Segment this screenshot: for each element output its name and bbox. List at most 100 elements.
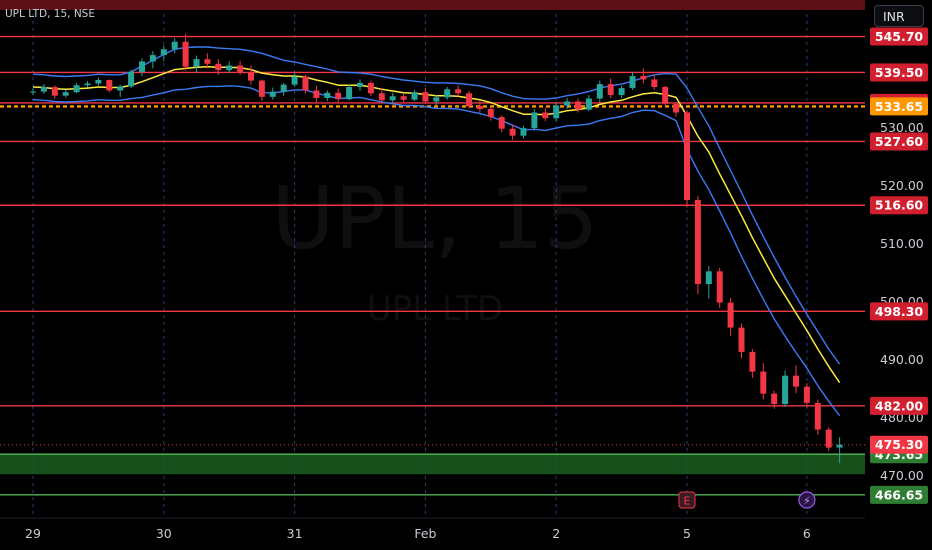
candle-body	[171, 41, 178, 50]
candle-body	[280, 84, 287, 92]
candle-body	[466, 93, 472, 107]
level-price-badge	[870, 132, 928, 151]
horizontal-levels[interactable]	[0, 35, 865, 496]
candle-body	[814, 402, 821, 430]
level-price-badge-text: 527.60	[875, 134, 924, 149]
candle-body	[291, 76, 298, 85]
candle-body	[215, 63, 222, 71]
candle-body	[629, 75, 636, 89]
candle-body	[640, 75, 647, 80]
time-axis[interactable]: 29 30 31 Feb 2 5 6	[0, 517, 932, 550]
event-marker-label: ⚡	[803, 495, 811, 508]
support-zone	[0, 0, 865, 475]
candle-body	[520, 128, 527, 136]
level-price-badge-text: 545.70	[875, 29, 924, 44]
candle-body	[389, 96, 396, 101]
price-tick-label: 490.00	[880, 352, 924, 367]
candle-body	[313, 90, 320, 98]
watermark-symbol: UPL, 15	[272, 169, 599, 269]
candle-body	[73, 85, 80, 93]
event-markers[interactable]: E ⚡	[678, 491, 816, 509]
candle-body	[237, 65, 244, 73]
candle-body	[782, 375, 789, 405]
candle-body	[738, 327, 745, 352]
event-marker-label: E	[684, 495, 691, 508]
price-tick-label: 510.00	[880, 236, 924, 251]
candle-body	[324, 92, 331, 98]
level-price-badge	[870, 63, 928, 82]
price-badges: 545.70539.50534.25527.60516.60498.30482.…	[870, 27, 928, 504]
candle-body	[84, 83, 91, 86]
candle-body	[575, 101, 581, 110]
candle-body	[694, 200, 701, 285]
candle-body	[662, 86, 669, 104]
candle-body	[204, 59, 211, 64]
candle-body	[596, 84, 603, 99]
candle-body	[716, 271, 723, 303]
candle-body	[269, 91, 276, 97]
price-tick-label: 530.00	[880, 120, 924, 135]
news-event-marker[interactable]	[798, 491, 816, 509]
candle-body	[771, 393, 778, 405]
time-tick-label: 2	[552, 526, 560, 541]
time-tick-label: 5	[683, 526, 691, 541]
candle-body	[476, 106, 483, 109]
currency-selector[interactable]: INR	[874, 5, 924, 27]
support-zone-rect	[0, 454, 865, 475]
candle-body	[51, 86, 58, 96]
earnings-event-marker[interactable]	[678, 491, 696, 509]
candle-body	[705, 271, 712, 285]
candle-body	[607, 84, 614, 96]
candle-body	[193, 59, 200, 67]
level-price-badge-text: 498.30	[875, 304, 924, 319]
time-axis-background	[0, 518, 932, 550]
candle-body	[553, 105, 560, 119]
candle-body	[531, 112, 538, 129]
candle-body	[509, 128, 516, 136]
orange-level-badge-text: 533.65	[875, 99, 923, 114]
time-tick-label: 31	[287, 526, 303, 541]
level-price-badge	[870, 396, 928, 415]
level-price-badge-text: 516.60	[875, 198, 924, 213]
candle-body	[248, 72, 254, 81]
time-tick-label: 30	[156, 526, 172, 541]
candle-body	[760, 371, 767, 394]
time-tick-label: 6	[803, 526, 811, 541]
candle-body	[128, 71, 135, 87]
level-price-badge	[870, 27, 928, 46]
candle-body	[302, 76, 309, 91]
candle-body	[30, 91, 36, 93]
candle-body	[618, 88, 625, 96]
top-resistance-band	[0, 0, 865, 10]
candle-body	[226, 65, 233, 71]
level-price-badge-text: 482.00	[875, 398, 924, 413]
candle-body	[803, 386, 810, 403]
candle-body	[422, 92, 429, 102]
price-tick-label: 520.00	[880, 178, 924, 193]
candle-body	[62, 92, 69, 96]
time-tick-label: 29	[25, 526, 41, 541]
candle-body	[357, 82, 363, 87]
candle-body	[117, 86, 124, 91]
last-price-badge	[870, 435, 928, 454]
candle-body	[651, 79, 658, 87]
candle-body	[673, 103, 680, 113]
candle-body	[564, 101, 571, 106]
candlesticks	[30, 33, 843, 464]
candle-body	[498, 117, 505, 129]
band-lower-line	[32, 85, 841, 417]
candle-body	[433, 97, 440, 102]
band-upper-line	[32, 46, 841, 365]
candle-body	[585, 98, 592, 110]
currency-label: INR	[883, 8, 905, 24]
candle-body	[825, 429, 832, 448]
candle-body	[793, 375, 799, 387]
watermark-name: UPL LTD	[367, 289, 503, 329]
candle-body	[258, 80, 265, 97]
orange-level-badge	[870, 97, 928, 116]
level-price-badge-text: 539.50	[875, 65, 924, 80]
candle-body	[106, 80, 113, 91]
level-price-badge-text: 466.65	[875, 487, 923, 502]
